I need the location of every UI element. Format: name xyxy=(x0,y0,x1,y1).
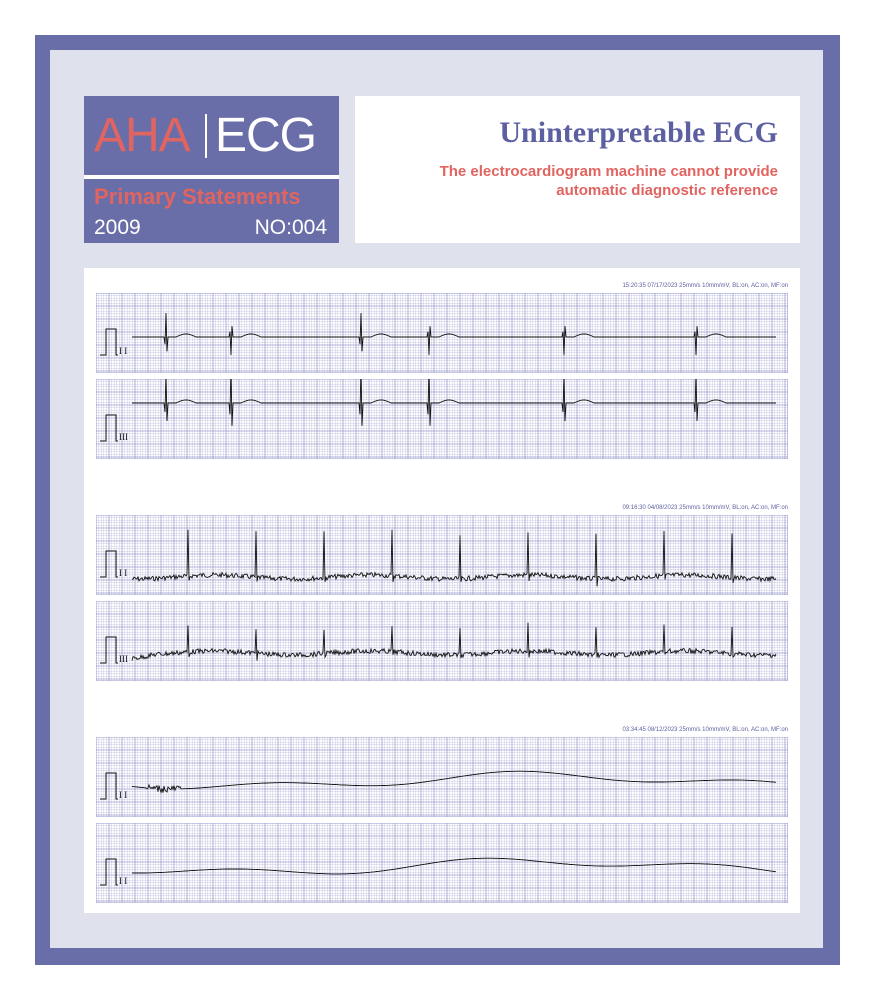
logo-aha: AHA xyxy=(94,109,191,162)
grid xyxy=(96,293,788,373)
ecg-trace xyxy=(131,622,777,661)
ecg-strip: I I xyxy=(96,823,788,903)
ecg-strip-svg: I I xyxy=(96,293,788,373)
logo-separator xyxy=(84,175,339,179)
calibration-pulse xyxy=(100,414,118,442)
lead-label: III xyxy=(119,654,128,664)
ecg-strip: I I xyxy=(96,515,788,595)
recording-meta-3: 03:34:45 08/12/2023 25mm/s 10mm/mV, BL:o… xyxy=(622,727,788,733)
logo-divider xyxy=(205,114,207,158)
subtitle: The electrocardiogram machine cannot pro… xyxy=(440,162,778,200)
ecg-trace xyxy=(131,857,777,875)
lead-label: I I xyxy=(119,568,127,578)
title-box: Uninterpretable ECG The electrocardiogra… xyxy=(355,96,800,243)
year-label: 2009 xyxy=(94,216,141,239)
calibration-pulse xyxy=(100,636,118,664)
lead-label: I I xyxy=(119,790,127,800)
subtitle-line-1: The electrocardiogram machine cannot pro… xyxy=(439,163,778,180)
ecg-strip-svg: I I xyxy=(96,823,788,903)
ecg-strip-svg: III xyxy=(96,379,788,459)
calibration-pulse xyxy=(100,550,118,578)
recording-meta-1: 15:20:35 07/17/2023 25mm/s 10mm/mV, BL:o… xyxy=(622,283,788,289)
aha-ecg-logo: AHA ECG Primary Statements 2009 NO:004 xyxy=(84,96,339,243)
grid xyxy=(96,515,788,595)
lead-label: I I xyxy=(119,876,127,886)
ecg-trace xyxy=(132,312,776,356)
ecg-trace xyxy=(131,529,777,587)
calibration-pulse xyxy=(100,772,118,800)
lead-label: III xyxy=(119,432,128,442)
ecg-trace xyxy=(132,379,776,426)
logo-ecg: ECG xyxy=(215,109,317,162)
ecg-panel: 15:20:35 07/17/2023 25mm/s 10mm/mV, BL:o… xyxy=(84,268,800,913)
grid xyxy=(96,823,788,903)
ecg-strip-svg: III xyxy=(96,601,788,681)
ecg-strip-svg: I I xyxy=(96,737,788,817)
ecg-trace xyxy=(131,770,777,795)
grid xyxy=(96,379,788,459)
ecg-strip-svg: I I xyxy=(96,515,788,595)
subtitle-line-2: automatic diagnostic reference xyxy=(556,182,778,199)
calibration-pulse xyxy=(100,328,118,356)
lead-label: I I xyxy=(119,346,127,356)
recording-meta-2: 09:16:30 04/08/2023 25mm/s 10mm/mV, BL:o… xyxy=(622,505,788,511)
ecg-strip: I I xyxy=(96,737,788,817)
grid xyxy=(96,737,788,817)
series-label: Primary Statements xyxy=(94,184,301,209)
ecg-strip: III xyxy=(96,601,788,681)
page-title: Uninterpretable ECG xyxy=(499,116,778,149)
calibration-pulse xyxy=(100,858,118,886)
number-label: NO:004 xyxy=(254,216,327,239)
grid xyxy=(96,601,788,681)
ecg-strip: III xyxy=(96,379,788,459)
ecg-strip: I I xyxy=(96,293,788,373)
